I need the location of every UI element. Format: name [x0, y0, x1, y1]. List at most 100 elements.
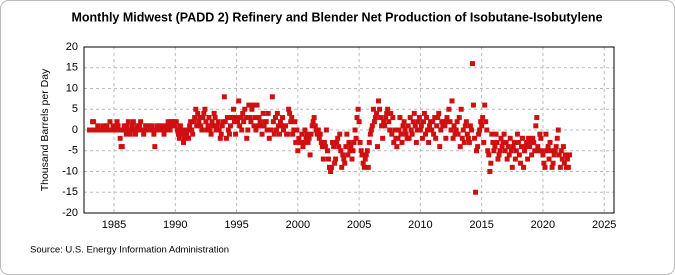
data-point [438, 127, 444, 133]
data-point [142, 127, 148, 133]
data-point [216, 127, 222, 133]
data-point [235, 119, 241, 125]
data-point [462, 123, 468, 129]
data-point [519, 135, 525, 141]
data-point [522, 148, 528, 154]
data-point [401, 119, 407, 125]
data-point [165, 119, 171, 125]
data-point [161, 131, 167, 137]
data-point [355, 106, 361, 112]
data-point [340, 152, 346, 158]
data-point [243, 115, 249, 121]
data-point [533, 123, 539, 129]
data-point [281, 127, 287, 133]
data-point [343, 144, 349, 150]
data-point [400, 123, 406, 129]
data-point [279, 123, 285, 129]
data-point [222, 119, 228, 125]
data-point [253, 127, 259, 133]
data-point [558, 148, 564, 154]
data-point [311, 115, 317, 121]
data-point [187, 123, 193, 129]
data-point [167, 127, 173, 133]
data-point [472, 135, 478, 141]
data-point [354, 115, 360, 121]
data-point [518, 144, 524, 150]
data-point [196, 119, 202, 125]
data-point [356, 119, 362, 125]
data-point [202, 106, 208, 112]
data-point [117, 135, 123, 141]
data-point [411, 110, 417, 116]
data-point [496, 152, 502, 158]
data-point [468, 127, 474, 133]
data-point [251, 123, 257, 129]
y-tick-label: 0 [72, 124, 78, 136]
data-point [419, 135, 425, 141]
data-point [559, 156, 565, 162]
data-point [388, 110, 394, 116]
data-point [484, 127, 490, 133]
data-point [506, 152, 512, 158]
data-point [383, 115, 389, 121]
data-point [436, 110, 442, 116]
data-point [535, 144, 541, 150]
y-tick-label: -20 [62, 207, 78, 219]
data-point [542, 164, 548, 170]
data-point [91, 119, 97, 125]
data-point [272, 115, 278, 121]
data-point [186, 135, 192, 141]
data-point [359, 152, 365, 158]
data-point [443, 135, 449, 141]
data-point [528, 139, 534, 145]
data-point [181, 139, 187, 145]
data-point [487, 169, 493, 174]
data-point [486, 152, 492, 158]
data-point [564, 156, 570, 162]
data-point [547, 139, 553, 145]
data-point [433, 135, 439, 141]
data-point [467, 123, 473, 129]
data-point [205, 123, 211, 129]
data-point [391, 139, 397, 145]
data-point [261, 123, 267, 129]
data-point [437, 144, 443, 150]
data-point [240, 110, 246, 116]
data-point [454, 119, 460, 125]
data-point [372, 115, 378, 121]
data-point [193, 106, 199, 112]
data-point [241, 119, 247, 125]
data-point [208, 131, 214, 137]
data-point [453, 127, 459, 133]
data-point [151, 131, 157, 137]
data-point [494, 139, 500, 145]
data-point [441, 119, 447, 125]
data-point [304, 131, 310, 137]
data-point [189, 127, 195, 133]
data-point [231, 106, 237, 112]
data-point [560, 144, 566, 150]
data-point [89, 127, 95, 133]
data-point [540, 152, 546, 158]
data-point [475, 144, 481, 150]
data-point [348, 144, 354, 150]
data-point [191, 119, 197, 125]
data-point [424, 127, 430, 133]
data-point [328, 169, 334, 174]
data-point [543, 131, 549, 137]
data-point [407, 115, 413, 121]
data-point [129, 123, 135, 129]
data-point [387, 127, 393, 133]
data-point [150, 127, 156, 133]
data-point [548, 148, 554, 154]
data-point [323, 127, 329, 133]
data-point [201, 110, 207, 116]
data-point [276, 131, 282, 137]
data-point [416, 115, 422, 121]
data-point [382, 123, 388, 129]
data-point [178, 127, 184, 133]
data-point [242, 106, 248, 112]
data-point [190, 131, 196, 137]
data-point [215, 119, 221, 125]
data-point [545, 144, 551, 150]
